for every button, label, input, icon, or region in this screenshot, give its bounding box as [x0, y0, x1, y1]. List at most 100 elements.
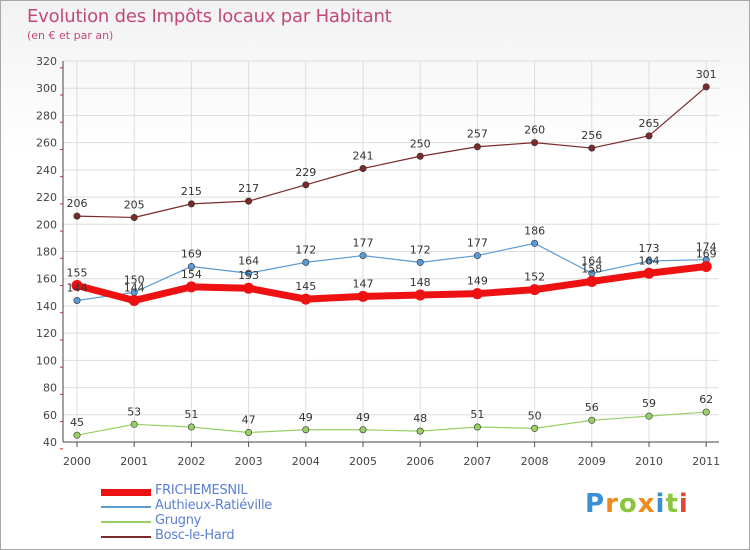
y-tick-label: 100 [36, 354, 57, 367]
data-label-bosc-le-hard: 217 [238, 182, 259, 195]
data-label-authieux-rati-ville: 164 [581, 254, 602, 267]
data-label-bosc-le-hard: 229 [295, 166, 316, 179]
data-point-frichemesnil [529, 284, 541, 296]
data-label-authieux-rati-ville: 177 [467, 237, 488, 250]
y-tick-label: 40 [43, 436, 57, 449]
data-label-grugny: 56 [585, 401, 599, 414]
logo-letter: r [605, 489, 619, 519]
data-point-frichemesnil [128, 294, 140, 306]
x-tick-label: 2009 [578, 455, 606, 468]
data-point-frichemesnil [643, 267, 655, 279]
data-label-frichemesnil: 169 [696, 247, 717, 260]
data-label-grugny: 49 [356, 411, 370, 424]
data-label-authieux-rati-ville: 173 [639, 242, 660, 255]
data-point-frichemesnil [300, 293, 312, 305]
data-point-frichemesnil [700, 260, 712, 272]
data-label-authieux-rati-ville: 172 [410, 243, 431, 256]
y-tick-label: 280 [36, 109, 57, 122]
data-label-grugny: 50 [528, 409, 542, 422]
data-label-grugny: 51 [470, 408, 484, 421]
data-label-frichemesnil: 155 [67, 267, 88, 280]
data-point-grugny [359, 426, 367, 434]
x-tick-label: 2001 [120, 455, 148, 468]
data-point-authieux-rati-ville [531, 239, 539, 247]
data-point-grugny [187, 423, 195, 431]
y-tick-label: 180 [36, 246, 57, 259]
data-point-bosc-le-hard [187, 200, 195, 208]
legend-label: Grugny [155, 513, 202, 528]
data-point-grugny [130, 420, 138, 428]
data-label-authieux-rati-ville: 164 [238, 254, 259, 267]
data-label-bosc-le-hard: 260 [524, 124, 545, 137]
x-tick-label: 2006 [406, 455, 434, 468]
data-point-frichemesnil [71, 280, 83, 292]
data-label-bosc-le-hard: 256 [581, 129, 602, 142]
data-point-frichemesnil [357, 290, 369, 302]
data-point-authieux-rati-ville [359, 252, 367, 260]
y-tick-label: 80 [43, 382, 57, 395]
data-point-bosc-le-hard [473, 143, 481, 151]
data-label-authieux-rati-ville: 174 [696, 241, 717, 254]
data-point-bosc-le-hard [245, 197, 253, 205]
x-tick-label: 2004 [292, 455, 320, 468]
data-point-bosc-le-hard [702, 83, 710, 91]
data-label-bosc-le-hard: 205 [124, 198, 145, 211]
y-tick-label: 320 [36, 55, 57, 68]
data-point-authieux-rati-ville [416, 258, 424, 266]
logo-letter: i [655, 489, 666, 519]
data-point-grugny [302, 426, 310, 434]
series-line-frichemesnil [73, 262, 710, 304]
data-point-authieux-rati-ville [473, 252, 481, 260]
data-point-grugny [473, 423, 481, 431]
data-point-authieux-rati-ville [73, 296, 81, 304]
grid-lines [63, 60, 719, 443]
y-tick-labels: 40 60 80 100 120 140 160 180 200 220 240 260 280 300 3… [36, 55, 57, 449]
x-tick-label: 2010 [635, 455, 663, 468]
y-tick-label: 220 [36, 191, 57, 204]
data-label-grugny: 62 [699, 393, 713, 406]
data-point-bosc-le-hard [130, 213, 138, 221]
data-point-grugny [531, 424, 539, 432]
data-label-grugny: 45 [70, 416, 84, 429]
x-tick-label: 2007 [463, 455, 491, 468]
data-point-frichemesnil [471, 288, 483, 300]
data-point-grugny [245, 428, 253, 436]
data-label-authieux-rati-ville: 177 [353, 237, 374, 250]
data-point-grugny [588, 416, 596, 424]
x-tick-label: 2011 [692, 455, 720, 468]
data-label-grugny: 47 [242, 413, 256, 426]
data-label-grugny: 51 [184, 408, 198, 421]
data-point-frichemesnil [586, 275, 598, 287]
x-tick-labels: 2000 2001 2002 2003 2004 2005 2006 2007 2008 2009… [63, 455, 720, 468]
data-point-grugny [73, 431, 81, 439]
data-label-bosc-le-hard: 241 [353, 149, 374, 162]
data-point-bosc-le-hard [531, 139, 539, 147]
legend-swatch [101, 506, 151, 508]
data-point-authieux-rati-ville [245, 269, 253, 277]
data-label-authieux-rati-ville: 144 [67, 281, 88, 294]
x-tick-label: 2000 [63, 455, 91, 468]
y-tick-label: 140 [36, 300, 57, 313]
data-label-bosc-le-hard: 257 [467, 128, 488, 141]
data-label-frichemesnil: 144 [124, 281, 145, 294]
data-point-bosc-le-hard [588, 144, 596, 152]
data-label-frichemesnil: 153 [238, 269, 259, 282]
data-label-authieux-rati-ville: 186 [524, 224, 545, 237]
x-tick-label: 2008 [521, 455, 549, 468]
data-label-grugny: 48 [413, 412, 427, 425]
data-point-frichemesnil [243, 282, 255, 294]
data-point-bosc-le-hard [302, 181, 310, 189]
y-tick-label: 240 [36, 164, 57, 177]
data-point-frichemesnil [185, 281, 197, 293]
data-point-grugny [416, 427, 424, 435]
data-label-authieux-rati-ville: 172 [295, 243, 316, 256]
series-line-authieux-rati-ville [76, 242, 707, 302]
data-label-bosc-le-hard: 215 [181, 185, 202, 198]
y-tick-label: 120 [36, 327, 57, 340]
series-line-grugny [76, 411, 707, 436]
data-label-frichemesnil: 145 [295, 280, 316, 293]
series-line-bosc-le-hard [76, 86, 707, 219]
data-point-frichemesnil [414, 289, 426, 301]
